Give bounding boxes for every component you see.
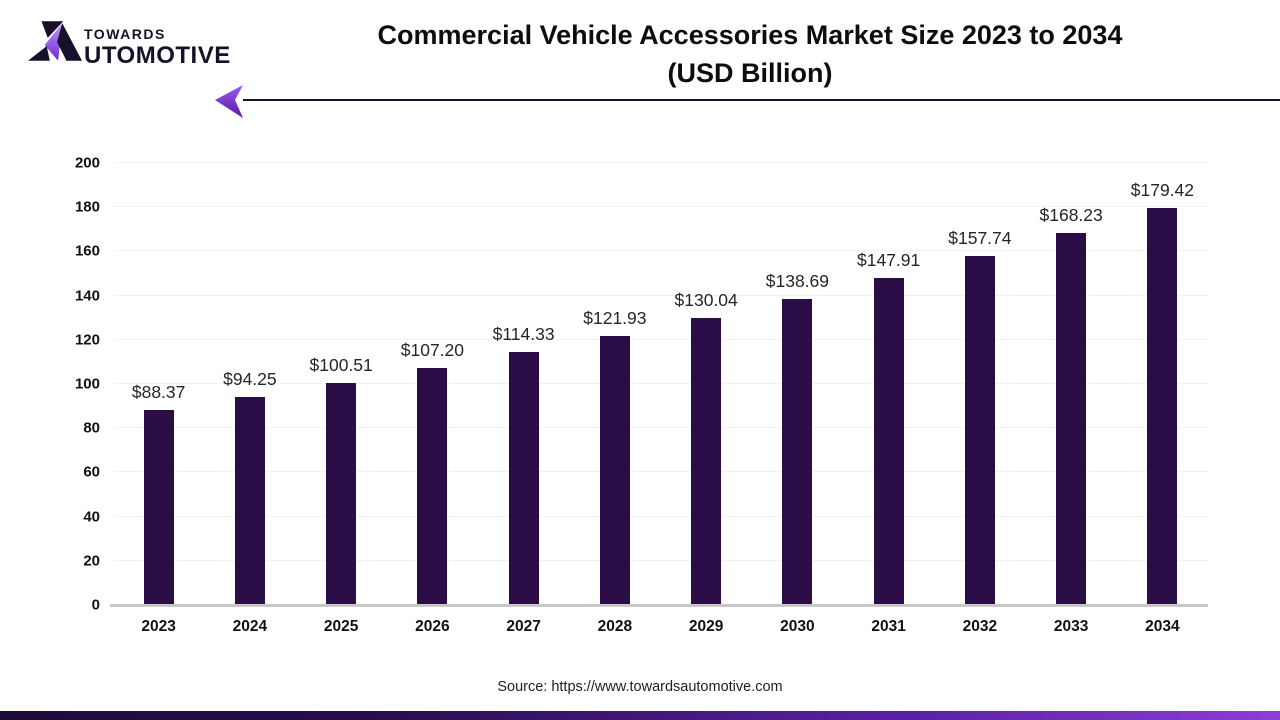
y-tick-label: 20	[83, 552, 100, 570]
x-axis-line	[110, 604, 1208, 607]
bar	[234, 396, 265, 605]
y-tick-label: 140	[74, 287, 100, 305]
x-tick-label: 2024	[232, 618, 268, 635]
bar-group: $168.23 2033	[1026, 163, 1117, 635]
plot-area: $88.37 2023 $94.25 2024 $100.51 2025 $107.20 20…	[110, 162, 1208, 636]
bar	[1147, 208, 1178, 605]
left-arrow-icon	[215, 85, 243, 118]
bar	[326, 382, 357, 605]
bar-value-label: $157.74	[948, 228, 1012, 249]
bar-value-label: $121.93	[583, 307, 647, 328]
bar-value-label: $100.51	[309, 354, 373, 375]
y-tick-label: 40	[83, 508, 100, 526]
gridline	[113, 294, 1208, 296]
bar	[417, 368, 448, 605]
y-tick-label: 180	[74, 198, 100, 216]
bar	[143, 409, 174, 605]
y-tick-label: 100	[74, 375, 100, 393]
x-tick-label: 2023	[141, 618, 176, 635]
bar	[964, 256, 995, 605]
gridline	[113, 427, 1208, 429]
y-tick-label: 60	[83, 463, 100, 481]
x-tick-label: 2032	[962, 618, 998, 635]
bar-value-label: $130.04	[674, 289, 738, 310]
y-axis: 0 20 40 60 80 100 120 140 160 180 200	[0, 156, 100, 613]
x-tick-label: 2033	[1053, 618, 1089, 635]
y-tick-label: 0	[91, 596, 100, 614]
bar-value-label: $168.23	[1039, 205, 1103, 226]
bar-group: $121.93 2028	[569, 163, 660, 635]
brand-word-towards: TOWARDS	[84, 26, 166, 42]
bar	[508, 352, 539, 605]
bar	[691, 317, 722, 605]
bar-value-label: $147.91	[856, 250, 921, 271]
x-tick-label: 2028	[597, 618, 633, 635]
x-tick-label: 2030	[780, 618, 815, 635]
bar	[873, 278, 904, 605]
x-tick-label: 2026	[415, 618, 450, 635]
header-divider-line	[243, 99, 1280, 101]
bar	[599, 335, 630, 605]
chart-title-line1: Commercial Vehicle Accessories Market Si…	[377, 20, 1123, 50]
gridline	[113, 559, 1208, 561]
bar-group: $179.42 2034	[1117, 163, 1208, 635]
bottom-gradient-bar	[0, 711, 1280, 720]
bar-group: $100.51 2025	[296, 163, 387, 635]
bar-value-label: $114.33	[492, 324, 555, 345]
y-tick-label: 160	[74, 242, 100, 260]
bar-group: $88.37 2023	[113, 163, 204, 635]
bar-series: $88.37 2023 $94.25 2024 $100.51 2025 $107.20 20…	[113, 163, 1208, 636]
brand-a-mark-icon	[28, 21, 82, 61]
gridline	[113, 383, 1208, 384]
x-tick-label: 2034	[1145, 618, 1180, 635]
gridline	[113, 338, 1208, 340]
bar-group: $157.74 2032	[934, 163, 1025, 635]
x-tick-label: 2025	[323, 618, 359, 635]
chart-title-line2: (USD Billion)	[667, 58, 833, 88]
bar-value-label: $88.37	[131, 381, 186, 402]
bar-value-label: $138.69	[765, 270, 830, 291]
bar-value-label: $94.25	[223, 368, 277, 389]
bar	[782, 298, 813, 605]
bar-group: $138.69 2030	[752, 163, 843, 636]
bar-value-label: $179.42	[1130, 180, 1195, 201]
gridline	[113, 515, 1208, 517]
bar-group: $107.20 2026	[387, 163, 478, 635]
gridline	[113, 250, 1208, 252]
y-tick-label: 120	[74, 331, 100, 349]
y-tick-label: 200	[74, 154, 100, 172]
x-tick-label: 2027	[506, 618, 541, 635]
source-text: Source: https://www.towardsautomotive.co…	[497, 679, 783, 695]
brand-wordmark: TOWARDS UTOMOTIVE	[84, 20, 231, 70]
y-tick-label: 80	[83, 419, 100, 437]
gridline	[113, 162, 1208, 163]
bar-group: $114.33 2027	[478, 163, 569, 635]
brand-word-automotive: UTOMOTIVE	[84, 42, 231, 69]
bar-group: $130.04 2029	[661, 163, 752, 635]
chart-title: Commercial Vehicle Accessories Market Si…	[230, 16, 1270, 92]
bar-value-label: $107.20	[400, 340, 465, 361]
brand-logo: TOWARDS UTOMOTIVE	[28, 20, 231, 70]
x-tick-label: 2029	[688, 618, 724, 635]
bar	[1056, 233, 1087, 605]
bar-group: $147.91 2031	[843, 163, 934, 635]
gridline	[113, 471, 1208, 473]
x-tick-label: 2031	[871, 618, 906, 635]
bar-group: $94.25 2024	[204, 163, 295, 635]
gridline	[113, 206, 1208, 208]
